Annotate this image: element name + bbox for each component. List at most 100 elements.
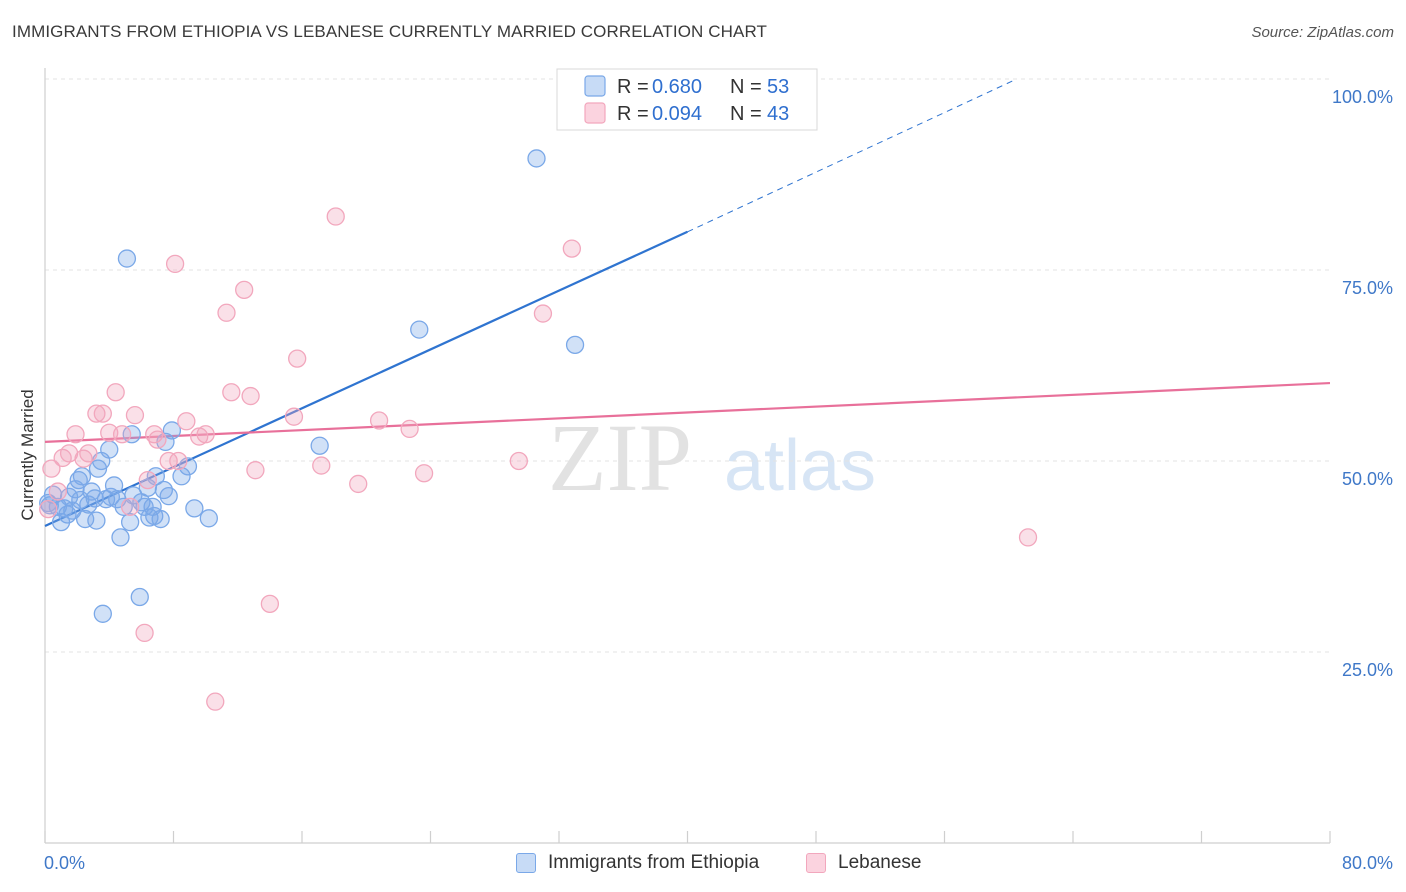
series-label-ethiopia: Immigrants from Ethiopia <box>548 852 760 873</box>
point-lebanese <box>66 425 85 444</box>
gridlines <box>45 78 1330 653</box>
point-ethiopia <box>154 480 174 500</box>
point-lebanese <box>349 474 368 494</box>
point-ethiopia <box>58 505 77 524</box>
point-ethiopia <box>172 467 191 486</box>
point-lebanese <box>235 280 254 300</box>
correlation-legend: R = 0.680 N = 53 R = 0.094 N = 43 <box>556 68 818 131</box>
axes <box>44 68 1331 844</box>
point-lebanese <box>159 451 178 471</box>
point-ethiopia <box>120 512 140 532</box>
series-label-lebanese: Lebanese <box>838 852 922 873</box>
legend-swatch-lebanese <box>584 102 606 124</box>
point-lebanese <box>196 425 215 444</box>
point-lebanese <box>93 404 112 423</box>
legend-n-label-lebanese: N = <box>730 103 762 125</box>
point-lebanese <box>148 430 167 449</box>
series-swatch-lebanese <box>806 853 826 873</box>
point-ethiopia <box>104 476 124 495</box>
point-ethiopia <box>199 509 218 528</box>
point-lebanese <box>400 419 419 439</box>
chart-title: IMMIGRANTS FROM ETHIOPIA VS LEBANESE CUR… <box>12 22 767 41</box>
point-ethiopia <box>100 440 119 459</box>
point-ethiopia <box>310 436 329 455</box>
point-lebanese <box>326 207 345 226</box>
series-legend-item-ethiopia: Immigrants from Ethiopia <box>516 852 759 874</box>
point-lebanese <box>87 404 106 423</box>
series-legend: Immigrants from Ethiopia Lebanese <box>0 852 1406 878</box>
legend-r-label-ethiopia: R = <box>617 76 649 98</box>
x-tick-label-max: 80.0% <box>1342 853 1393 873</box>
legend-n-value-lebanese: 43 <box>767 103 789 125</box>
point-lebanese <box>241 386 260 406</box>
point-lebanese <box>42 459 61 478</box>
legend-swatch-ethiopia <box>584 75 606 97</box>
point-lebanese <box>112 425 132 444</box>
y-tick-label: 50.0% <box>1342 469 1393 489</box>
tick-labels: 25.0% 50.0% 75.0% 100.0% 0.0% 80.0% <box>44 87 1393 873</box>
trend-line-ethiopia <box>44 230 688 527</box>
point-lebanese <box>284 407 304 426</box>
point-lebanese <box>165 254 185 274</box>
data-points <box>39 149 1038 711</box>
point-ethiopia <box>130 587 149 607</box>
legend-r-label-lebanese: R = <box>617 103 649 125</box>
point-lebanese <box>533 304 553 323</box>
y-tick-label: 75.0% <box>1342 278 1393 298</box>
point-lebanese <box>145 425 164 444</box>
watermark: ZIP atlas <box>548 404 876 511</box>
point-ethiopia <box>132 493 151 512</box>
point-lebanese <box>369 411 389 430</box>
point-ethiopia <box>87 511 106 530</box>
x-tick-label-min: 0.0% <box>44 853 85 873</box>
point-ethiopia <box>151 509 170 529</box>
point-lebanese <box>509 451 528 471</box>
legend-n-value-ethiopia: 53 <box>767 76 789 98</box>
point-ethiopia <box>111 528 130 547</box>
legend-r-value-ethiopia: 0.680 <box>652 76 702 98</box>
point-lebanese <box>562 239 581 258</box>
watermark-atlas: atlas <box>724 426 876 506</box>
y-tick-label: 25.0% <box>1342 660 1393 680</box>
point-lebanese <box>138 470 157 490</box>
point-lebanese <box>288 349 307 368</box>
point-lebanese <box>79 444 98 463</box>
point-ethiopia <box>117 249 137 268</box>
legend-n-label-ethiopia: N = <box>730 76 762 98</box>
point-ethiopia <box>93 604 112 623</box>
legend-r-value-lebanese: 0.094 <box>652 103 702 125</box>
trend-line-lebanese <box>44 381 1331 443</box>
point-lebanese <box>135 623 154 643</box>
trend-line-ethiopia-extension <box>687 78 1017 233</box>
point-lebanese <box>125 406 145 425</box>
point-ethiopia <box>159 486 178 506</box>
point-lebanese <box>39 499 58 519</box>
point-ethiopia <box>527 149 546 168</box>
series-swatch-ethiopia <box>516 853 536 873</box>
point-ethiopia <box>410 320 429 339</box>
series-legend-item-lebanese: Lebanese <box>806 852 921 874</box>
point-ethiopia <box>162 421 182 440</box>
point-lebanese <box>169 451 188 471</box>
point-lebanese <box>1018 528 1038 547</box>
point-ethiopia <box>565 335 585 355</box>
point-ethiopia <box>72 467 92 486</box>
point-lebanese <box>206 692 225 711</box>
point-lebanese <box>246 461 265 480</box>
point-ethiopia <box>122 425 141 444</box>
point-lebanese <box>217 303 236 322</box>
point-lebanese <box>48 482 67 501</box>
point-lebanese <box>260 594 280 614</box>
point-lebanese <box>414 464 434 483</box>
point-ethiopia <box>178 457 198 476</box>
y-axis-title: Currently Married <box>18 389 37 520</box>
trend-lines <box>44 78 1331 527</box>
point-lebanese <box>120 497 140 516</box>
watermark-zip: ZIP <box>548 404 692 511</box>
point-lebanese <box>312 456 331 475</box>
point-ethiopia <box>185 499 204 518</box>
y-tick-label: 100.0% <box>1332 87 1393 107</box>
point-lebanese <box>222 383 241 402</box>
source-credit: Source: ZipAtlas.com <box>1251 24 1394 41</box>
